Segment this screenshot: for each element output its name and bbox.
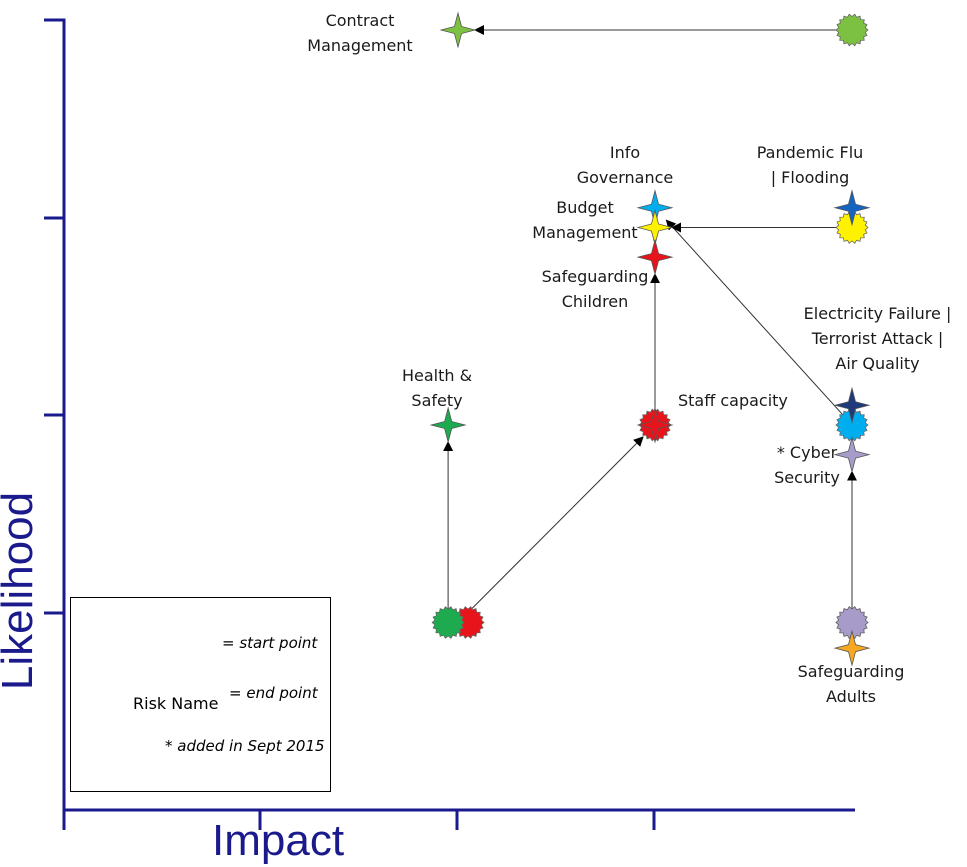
- label-children: Safeguarding Children: [541, 267, 649, 311]
- end-point-pandemic: [833, 189, 871, 227]
- end-point-contract: [439, 11, 477, 49]
- end-point-electric: [833, 386, 871, 424]
- axes: [44, 18, 855, 830]
- end-points: [429, 11, 871, 667]
- end-point-adults: [833, 629, 871, 667]
- start-points: [431, 13, 869, 639]
- arrow-info: [665, 219, 843, 415]
- label-health: Health & Safety: [401, 366, 473, 410]
- arrows: [443, 25, 857, 613]
- label-cyber: * Cyber Security: [774, 443, 840, 487]
- end-point-cyber: [833, 436, 871, 474]
- y-axis-title: Likelihood: [0, 491, 42, 691]
- legend-end-label: = end point: [229, 684, 318, 702]
- label-budget: Budget Management: [532, 198, 638, 242]
- legend-note: * added in Sept 2015: [165, 737, 325, 755]
- arrow-staff: [467, 436, 644, 613]
- label-pandemic: Pandemic Flu | Flooding: [756, 143, 864, 187]
- label-info: Info Governance: [576, 143, 674, 187]
- label-adults: Safeguarding Adults: [797, 662, 905, 706]
- label-staff: Staff capacity: [678, 391, 788, 410]
- start-point-contract: [835, 13, 869, 47]
- end-point-health: [429, 406, 467, 444]
- legend-start-label: = start point: [222, 634, 318, 652]
- end-point-children: [636, 238, 674, 276]
- start-point-health: [431, 606, 465, 639]
- label-electric: Electricity Failure | Terrorist Attack | A…: [803, 304, 952, 373]
- x-axis-title: Impact: [212, 816, 345, 865]
- start-point-adults: [835, 606, 869, 639]
- start-point-pandemic: [835, 211, 869, 244]
- label-contract: Contract Management: [307, 11, 413, 55]
- start-point-electric: [835, 408, 869, 442]
- legend: [70, 597, 331, 792]
- end-point-staff: [636, 406, 674, 444]
- legend-risk-name: Risk Name: [133, 694, 219, 713]
